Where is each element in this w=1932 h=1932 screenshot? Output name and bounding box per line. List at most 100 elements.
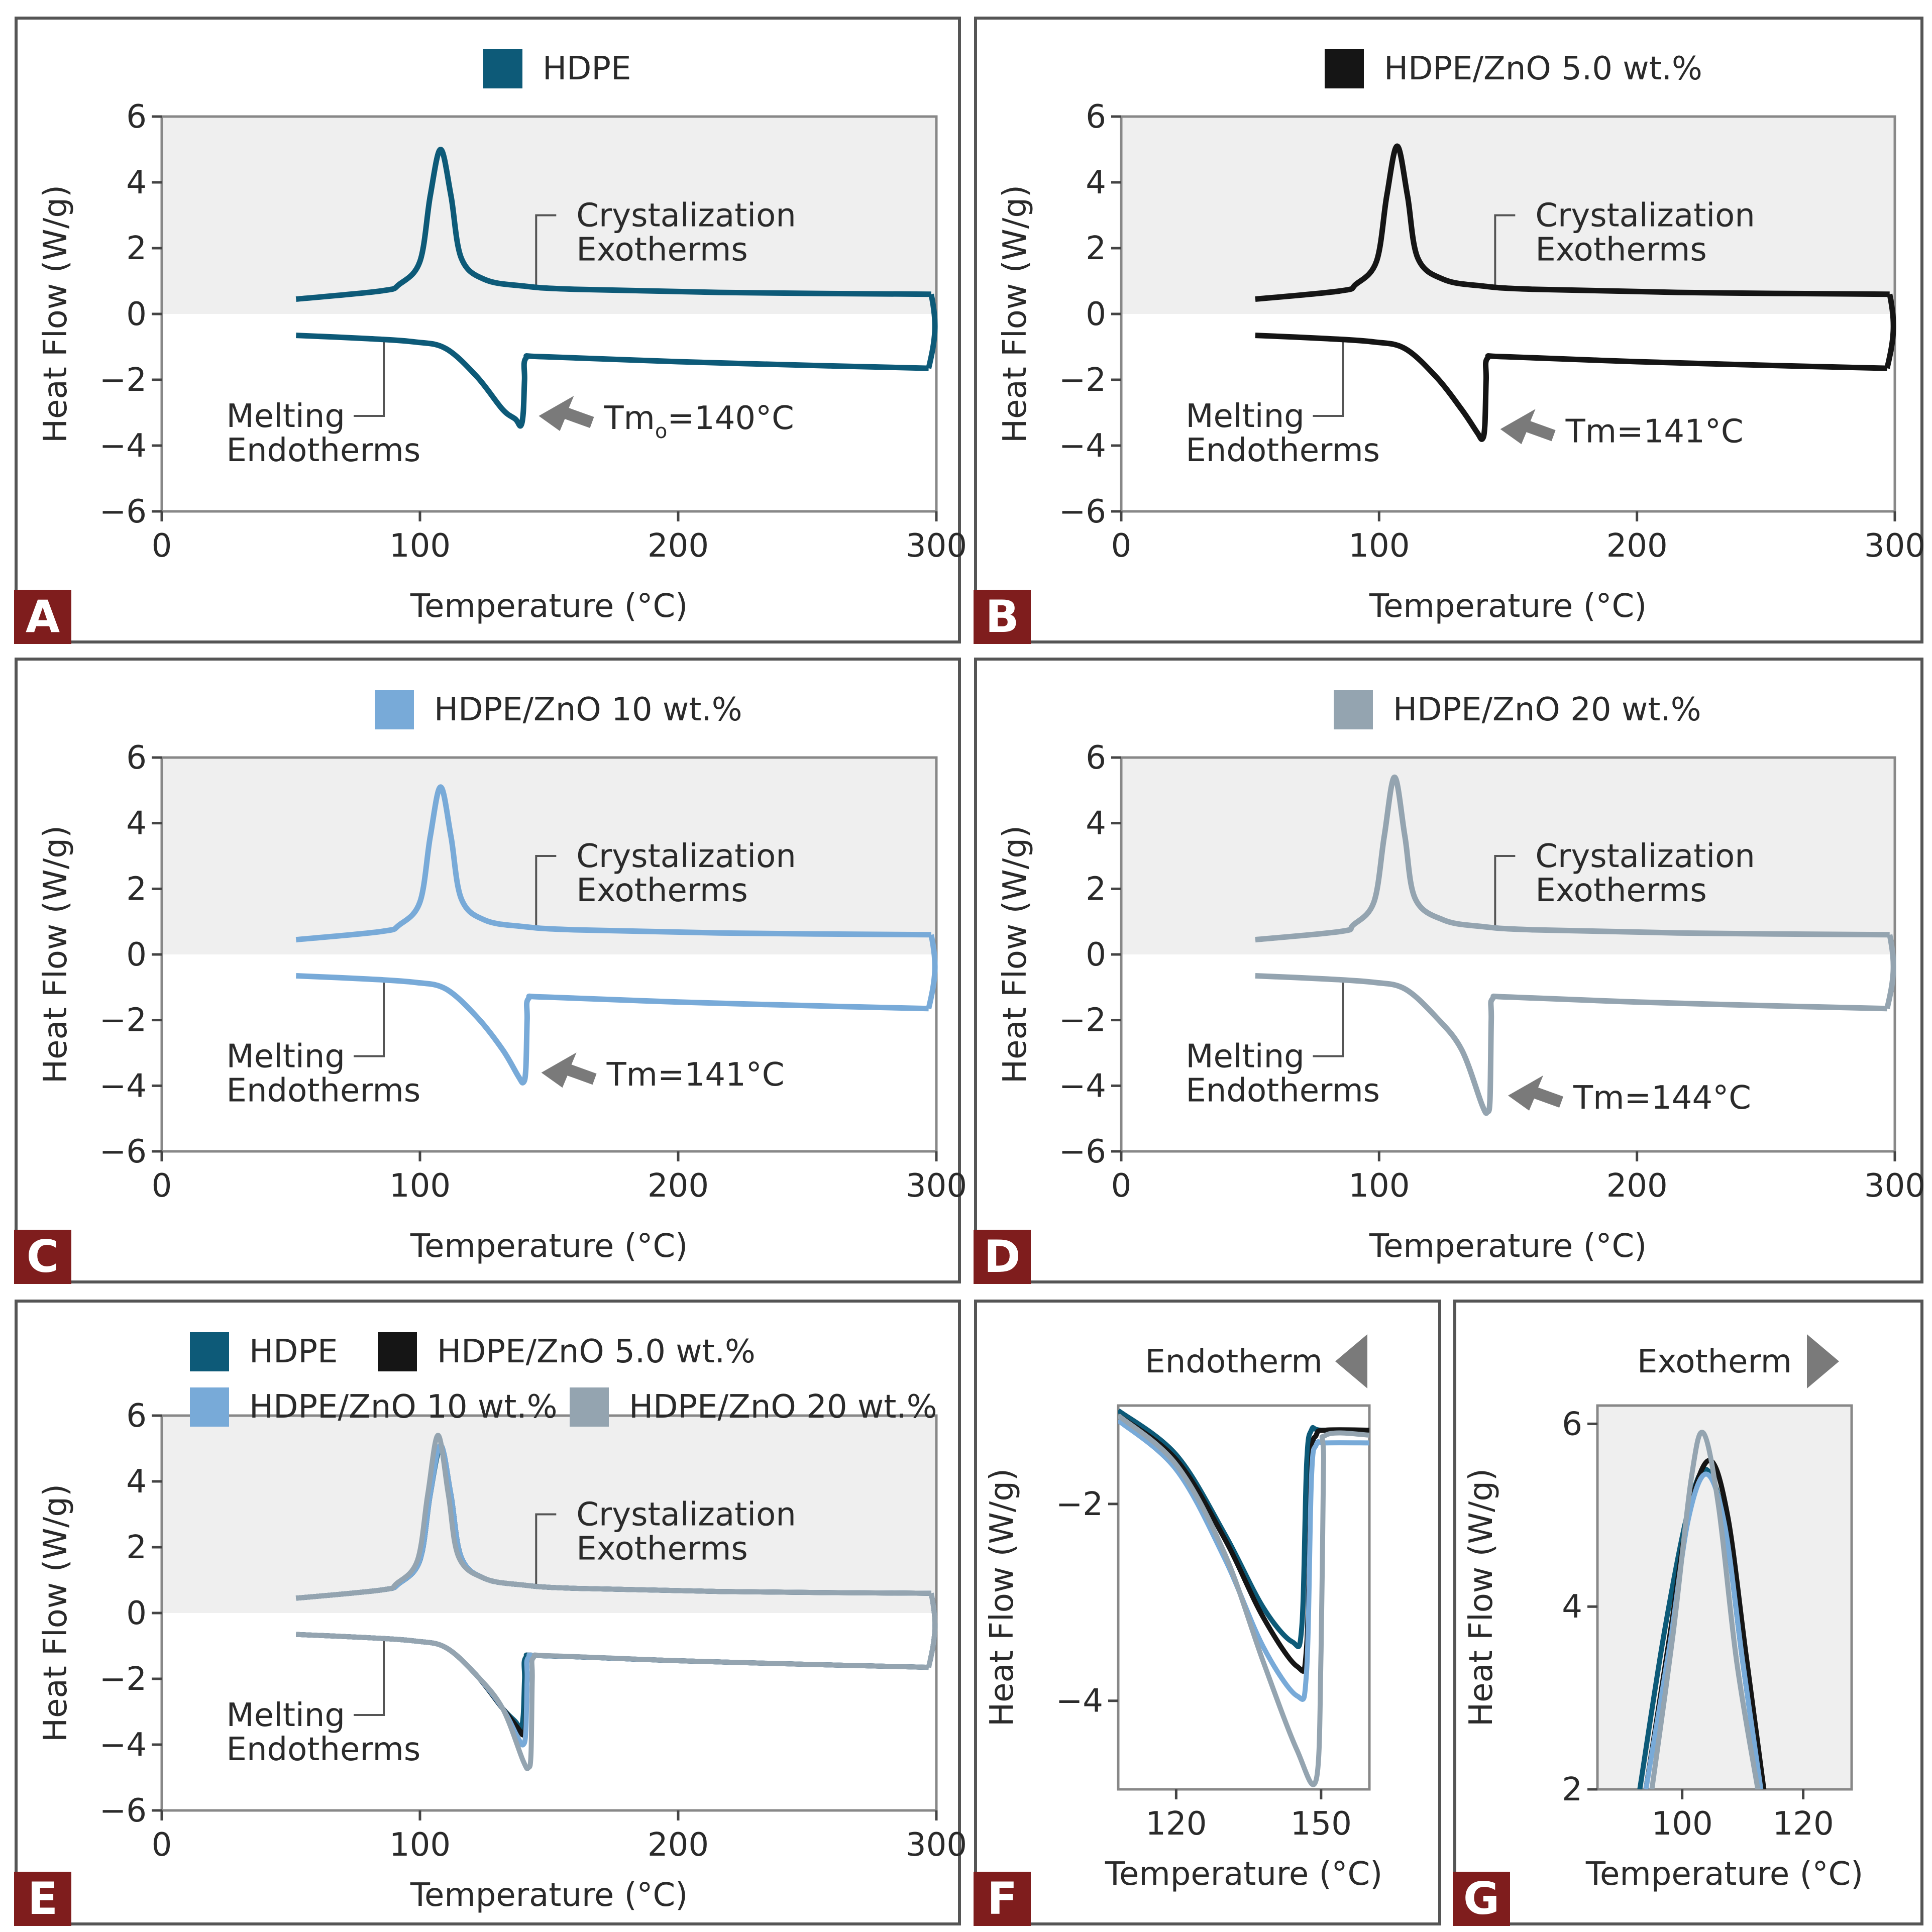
panel-letter: E (28, 1873, 58, 1924)
plot-shade (1597, 1406, 1852, 1789)
y-tick-label: 2 (126, 1529, 147, 1566)
panel-letter: D (984, 1231, 1020, 1282)
cooling-curve-hdpe (295, 147, 931, 302)
cryst-label: Exotherms (576, 232, 747, 269)
y-tick-label: −2 (99, 1661, 147, 1698)
cryst-label: Exotherms (576, 872, 747, 909)
panel-badge (974, 1872, 1031, 1926)
y-axis-label: Heat Flow (W/g) (37, 825, 74, 1084)
cryst-label: Crystalization (576, 197, 796, 235)
y-tick-label: −6 (99, 1792, 147, 1830)
melt-label: Melting (227, 1697, 345, 1734)
y-tick-label: −4 (99, 1067, 147, 1105)
panel-letter: C (27, 1231, 59, 1282)
x-tick-label: 0 (1111, 1167, 1132, 1205)
y-tick-label: −2 (1056, 1486, 1103, 1523)
zoom-title: Exotherm (1637, 1343, 1792, 1380)
y-axis-label: Heat Flow (W/g) (984, 1468, 1021, 1727)
legend-swatch (1325, 49, 1364, 88)
melt-leader (354, 981, 385, 1057)
legend-label: HDPE/ZnO 10 wt.% (434, 691, 742, 728)
y-tick-label: −6 (1059, 1133, 1106, 1170)
y-tick-label: 6 (1562, 1406, 1582, 1443)
cooling-curve-hdpe-zno-20-wt- (295, 1433, 931, 1601)
y-tick-label: 4 (1086, 164, 1106, 201)
x-axis-label: Temperature (°C) (410, 588, 688, 625)
turnaround-hdpe-zno-5-0-wt- (1884, 293, 1896, 369)
tm-label: Tmo=140°C (603, 400, 794, 443)
legend-label: HDPE (249, 1333, 338, 1370)
x-tick-label: 0 (152, 1827, 172, 1864)
zoom-curves (1118, 1408, 1369, 1787)
zoom-curves (1637, 1430, 1767, 1789)
zoom-curve-hdpe-zno-20-wt- (1118, 1413, 1369, 1787)
tm-arrow (1508, 1075, 1563, 1111)
y-axis-label: Heat Flow (W/g) (1463, 1468, 1500, 1727)
melt-label: Endotherms (227, 432, 421, 469)
melt-label: Melting (227, 1038, 345, 1076)
x-tick-label: 200 (648, 1827, 709, 1864)
heating-curve-hdpe (296, 333, 929, 429)
panel-letter: B (985, 591, 1019, 642)
legend-label: HDPE/ZnO 20 wt.% (1393, 691, 1701, 728)
cryst-leader (535, 1513, 557, 1585)
y-axis-label: Heat Flow (W/g) (997, 185, 1034, 443)
x-tick-label: 100 (389, 1167, 451, 1205)
panel-letter: A (26, 591, 60, 642)
turnaround-hdpe-zno-10-wt- (926, 934, 938, 1010)
y-tick-label: −4 (99, 1727, 147, 1764)
cryst-label: Crystalization (1535, 838, 1755, 875)
panel-badge (974, 1230, 1031, 1284)
tm-arrow (539, 396, 594, 432)
right-arrow-icon (1807, 1334, 1839, 1388)
melt-label: Endotherms (1186, 1072, 1380, 1110)
y-tick-label: −4 (99, 427, 147, 465)
panel-f: F −2 −4 120 150 Temperature (°C) Heat Flow (W/… (974, 1300, 1441, 1926)
x-axis-label: Temperature (°C) (1369, 1228, 1647, 1265)
x-tick-label: 0 (1111, 527, 1132, 565)
turnaround-hdpe-zno-20-wt- (926, 1592, 938, 1668)
legend-label: HDPE (543, 50, 631, 87)
legend-swatch (190, 1387, 229, 1427)
heating-curve-hdpe-zno-20-wt- (296, 1632, 929, 1771)
y-tick-label: 6 (126, 98, 147, 136)
y-tick-label: 0 (1086, 936, 1106, 974)
y-tick-label: 2 (1562, 1771, 1582, 1808)
legend-label: HDPE/ZnO 20 wt.% (629, 1388, 937, 1426)
y-tick-label: −2 (1059, 362, 1106, 399)
y-tick-label: 4 (1086, 805, 1106, 842)
tm-arrow (1500, 409, 1556, 445)
panel-badge (974, 590, 1031, 644)
cryst-label: Exotherms (1535, 872, 1706, 909)
panel-badge (1453, 1872, 1510, 1926)
cryst-leader (1494, 214, 1516, 286)
y-tick-label: −2 (1059, 1002, 1106, 1039)
x-tick-label: 300 (1864, 1167, 1925, 1205)
melt-label: Endotherms (227, 1731, 421, 1768)
panel-g: G 6 4 2 100 120 Temperature (°C) Heat Flow (W/g… (1453, 1300, 1923, 1926)
tm-label: Tm=141°C (606, 1056, 785, 1094)
zoom-curve-hdpe-zno-10-wt- (1118, 1418, 1369, 1702)
y-tick-label: 4 (126, 164, 147, 201)
cooling-curve-hdpe-zno-10-wt- (295, 784, 931, 943)
x-tick-label: 300 (1864, 527, 1925, 565)
panel-letter: F (987, 1873, 1017, 1924)
x-axis-label: Temperature (°C) (1585, 1856, 1863, 1893)
y-tick-label: −4 (1056, 1683, 1103, 1720)
x-tick-label: 0 (152, 1167, 172, 1205)
y-tick-label: 0 (126, 296, 147, 333)
melt-label: Melting (1186, 1038, 1304, 1076)
legend-swatch (190, 1332, 229, 1371)
legend-swatch (1334, 690, 1373, 729)
melt-label: Endotherms (1186, 432, 1380, 469)
tm-arrow (541, 1052, 597, 1088)
y-tick-label: −6 (99, 493, 147, 530)
tm-subscript: o (655, 420, 667, 443)
x-axis-label: Temperature (°C) (1369, 588, 1647, 625)
y-tick-label: 0 (1086, 296, 1106, 333)
x-tick-label: 200 (648, 1167, 709, 1205)
x-axis-label: Temperature (°C) (410, 1877, 688, 1914)
